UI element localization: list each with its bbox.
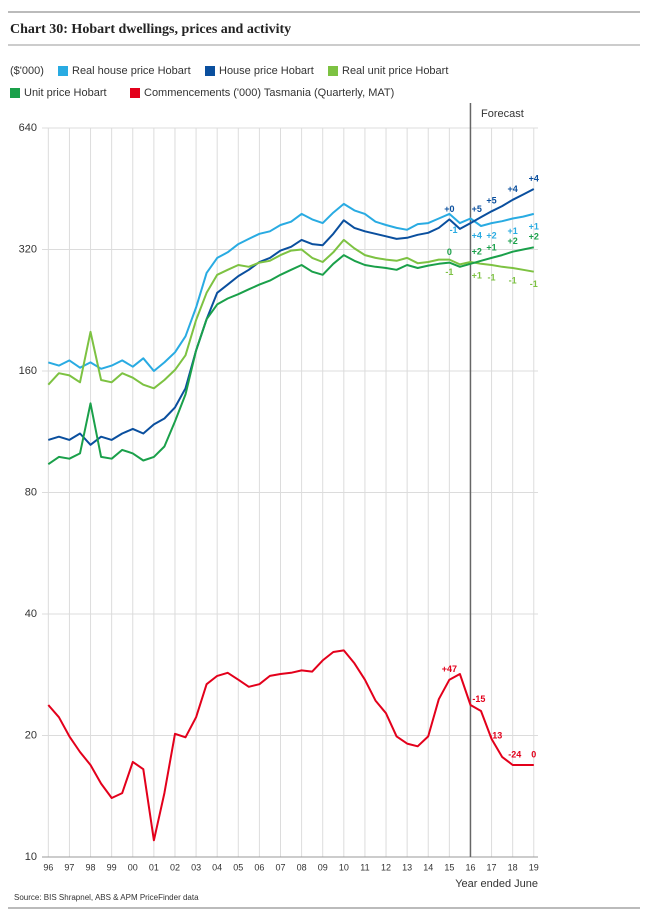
annotation: -24 — [508, 749, 521, 759]
annotation: +2 — [529, 232, 539, 242]
legend-swatch — [10, 88, 20, 98]
legend-label: Unit price Hobart — [24, 87, 107, 99]
annotation: +2 — [472, 246, 482, 256]
series-line — [47, 238, 534, 390]
x-tick-label: 07 — [275, 862, 285, 872]
y-tick-label: 80 — [25, 486, 37, 498]
x-tick-label: 09 — [318, 862, 328, 872]
legend-label: Commencements ('000) Tasmania (Quarterly… — [144, 87, 394, 99]
annotation: +47 — [442, 664, 457, 674]
legend-label: House price Hobart — [219, 65, 314, 77]
annotation: +4 — [508, 184, 518, 194]
y-tick-label: 20 — [25, 729, 37, 741]
x-tick-label: 16 — [465, 862, 475, 872]
annotation: +4 — [529, 173, 539, 183]
y-tick-label: 40 — [25, 608, 37, 620]
annotation: -1 — [445, 267, 453, 277]
x-axis-label: Year ended June — [455, 878, 538, 890]
x-tick-label: 06 — [254, 862, 264, 872]
series-line — [47, 649, 534, 842]
annotation: 0 — [447, 247, 452, 257]
x-tick-label: 04 — [212, 862, 222, 872]
annotation: -1 — [488, 272, 496, 282]
annotation: +1 — [529, 221, 539, 231]
x-tick-label: 14 — [423, 862, 433, 872]
x-tick-label: 03 — [191, 862, 201, 872]
x-tick-label: 08 — [297, 862, 307, 872]
legend-label: Real house price Hobart — [72, 65, 191, 77]
annotation: +2 — [486, 230, 496, 240]
legend-label: Real unit price Hobart — [342, 65, 448, 77]
x-tick-label: 99 — [107, 862, 117, 872]
annotation: -1 — [509, 275, 517, 285]
x-tick-label: 13 — [402, 862, 412, 872]
annotation: +0 — [444, 204, 454, 214]
series-line — [48, 188, 535, 446]
x-tick-label: 01 — [149, 862, 159, 872]
y-tick-label: 160 — [19, 365, 37, 377]
annotation: -1 — [450, 225, 458, 235]
x-tick-label: 19 — [529, 862, 539, 872]
annotation: +1 — [486, 242, 496, 252]
annotation: +5 — [472, 204, 482, 214]
x-tick-label: 10 — [339, 862, 349, 872]
legend-swatch — [130, 88, 140, 98]
x-tick-label: 17 — [487, 862, 497, 872]
x-tick-label: 96 — [43, 862, 53, 872]
annotation: -13 — [489, 731, 502, 741]
x-tick-label: 00 — [128, 862, 138, 872]
x-tick-label: 05 — [233, 862, 243, 872]
annotation: +5 — [486, 196, 496, 206]
source: Source: BIS Shrapnel, ABS & APM PriceFin… — [14, 893, 199, 902]
annotation: +4 — [472, 230, 482, 240]
legend-swatch — [205, 66, 215, 76]
y-tick-label: 10 — [25, 851, 37, 863]
y-tick-label: 320 — [19, 243, 37, 255]
annotation: +2 — [508, 236, 518, 246]
series-line — [48, 202, 535, 372]
x-tick-label: 97 — [64, 862, 74, 872]
x-tick-label: 15 — [444, 862, 454, 872]
chart-title: Chart 30: Hobart dwellings, prices and a… — [10, 22, 291, 37]
legend-swatch — [328, 66, 338, 76]
annotation: -15 — [472, 694, 485, 704]
x-tick-label: 02 — [170, 862, 180, 872]
x-tick-label: 18 — [508, 862, 518, 872]
x-tick-label: 98 — [86, 862, 96, 872]
legend-swatch — [58, 66, 68, 76]
annotation: 0 — [531, 749, 536, 759]
forecast-label: Forecast — [481, 108, 524, 120]
unit-label: ($'000) — [10, 65, 44, 77]
series-line — [47, 246, 535, 466]
annotation: -1 — [530, 279, 538, 289]
x-tick-label: 12 — [381, 862, 391, 872]
annotation: +1 — [508, 226, 518, 236]
x-tick-label: 11 — [360, 862, 369, 872]
annotation: +1 — [472, 270, 482, 280]
y-tick-label: 640 — [19, 122, 37, 134]
